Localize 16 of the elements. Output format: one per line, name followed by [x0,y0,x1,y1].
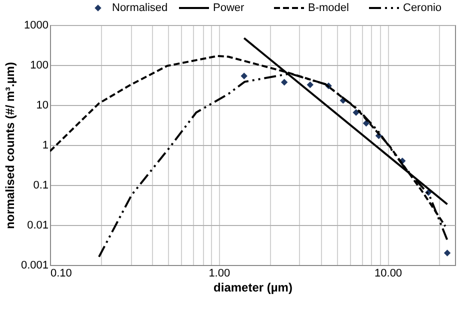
x-tick-label: 10.00 [374,268,402,280]
y-axis-title: normalised counts (#/ m³.µm) [2,62,17,229]
legend-label: Normalised [112,2,168,14]
x-axis-title: diameter (µm) [214,280,292,294]
y-tick-label: 0.001 [20,260,48,272]
x-tick-label: 0.10 [50,268,72,280]
y-tick-label: 0.01 [27,220,48,232]
legend-label: B-model [308,2,349,14]
y-tick-label: 10 [36,100,48,112]
y-tick-label: 1000 [24,20,48,32]
y-tick-label: 1 [42,140,48,152]
y-tick-label: 100 [30,60,48,72]
x-tick-label: 1.00 [208,268,230,280]
legend-label: Ceronio [403,2,442,14]
legend-label: Power [213,2,245,14]
y-tick-label: 0.1 [33,180,48,192]
